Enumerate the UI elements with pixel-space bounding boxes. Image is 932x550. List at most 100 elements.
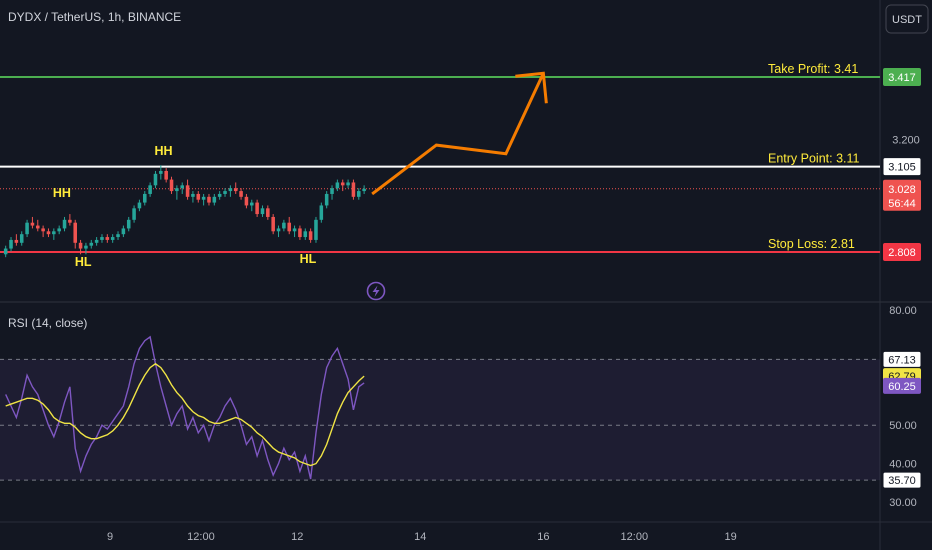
lightning-icon[interactable] [366,281,386,301]
candle-body [148,185,152,194]
candle-body [68,219,72,223]
candle-body [250,202,254,206]
candle-body [185,185,190,197]
price-badge-text: 3.417 [888,72,916,84]
currency-label: USDT [892,14,922,26]
time-tick-label: 12 [291,531,303,543]
candle-body [228,188,233,192]
time-tick-label: 16 [537,531,549,543]
level-label-take-profit: Take Profit: 3.41 [768,62,858,76]
price-tick-label: 3.200 [892,134,920,146]
level-label-stop-loss: Stop Loss: 2.81 [768,237,855,251]
candle-body [362,188,366,192]
candle-body [223,191,227,194]
structure-label: HL [300,252,317,266]
candle-body [52,231,56,235]
candle-body [3,248,8,255]
candle-body [233,188,238,192]
candle-body [25,222,29,235]
candle-body [164,170,168,180]
candle-body [175,188,179,192]
candle-body [244,196,249,206]
rsi-tick-label: 30.00 [889,497,917,509]
candle-body [324,193,329,206]
candle-body [62,219,67,229]
price-badge-take-profit [883,68,921,86]
current-price-text: 3.028 [888,184,916,196]
time-tick-label: 12:00 [621,531,649,543]
candle-body [260,208,265,215]
candle-body [196,193,201,200]
candle-body [169,179,174,192]
time-axis[interactable]: 9 12:00 12 14 16 12:00 19 [0,521,932,543]
candle-body [132,208,136,220]
currency-button[interactable]: USDT [885,4,929,34]
candle-body [266,208,270,217]
candle-body [303,231,308,238]
candle-body [73,222,77,243]
candle-body [314,219,318,240]
rsi-badge-text: 35.70 [888,475,916,487]
candle-body [126,219,131,229]
candle-body [351,182,356,197]
structure-labels: HH HL HH HL [53,144,317,269]
arrow-head [515,71,548,104]
candle-body [239,191,243,197]
candle-body [116,234,120,238]
candle-body [153,173,158,186]
trade-levels: Take Profit: 3.41 Entry Point: 3.11 Stop L… [0,62,880,253]
candle-body [84,245,88,249]
rsi-badge [882,471,922,489]
candle-body [292,228,297,232]
candle-body [276,228,281,232]
price-badge-text: 3.105 [888,162,916,174]
rsi-band-fill [0,359,880,481]
candle-body [201,196,206,200]
time-tick-label: 12:00 [187,531,215,543]
rsi-ma-line [5,362,365,467]
candle-body [46,231,51,235]
candle-body [94,239,99,243]
rsi-title: RSI (14, close) [8,316,87,330]
candle-body [357,191,361,197]
candle-body [191,193,195,197]
time-tick-label: 9 [107,531,113,543]
time-tick-label: 14 [414,531,426,543]
candle-body [271,216,275,232]
structure-label: HH [53,186,71,200]
structure-label: HL [75,255,92,269]
rsi-badge [883,377,921,394]
candle-body [180,185,184,189]
rsi-line [5,335,365,480]
structure-label: HH [154,144,172,158]
candle-body [89,242,94,246]
candle-body [207,196,211,203]
candle-body [346,182,350,186]
rsi-tick-label: 80.00 [889,305,917,317]
price-axis[interactable]: 3.200 3.417 3.105 2.808 3.028 56:44 80.00 50.00… [882,68,922,509]
candle-body [143,193,147,203]
candle-body [110,237,115,240]
candle-body [100,237,104,240]
rsi-badge-text: 60.25 [888,381,916,393]
candle-body [36,225,40,229]
candle-body [319,205,324,220]
rsi-badge [882,350,922,368]
candle-body [298,228,302,238]
projection-arrow [371,71,548,196]
level-label-entry: Entry Point: 3.11 [768,152,860,166]
candle-body [282,222,286,229]
rsi-tick-label: 40.00 [889,459,917,471]
rsi-badge-text: 67.13 [888,354,916,366]
price-badge-text: 2.808 [888,247,916,259]
candle-body [308,231,313,240]
candle-body [335,182,340,189]
candle-body [159,170,163,174]
countdown-text: 56:44 [888,198,916,210]
price-badge-entry [882,157,922,177]
candle-body [340,182,345,186]
